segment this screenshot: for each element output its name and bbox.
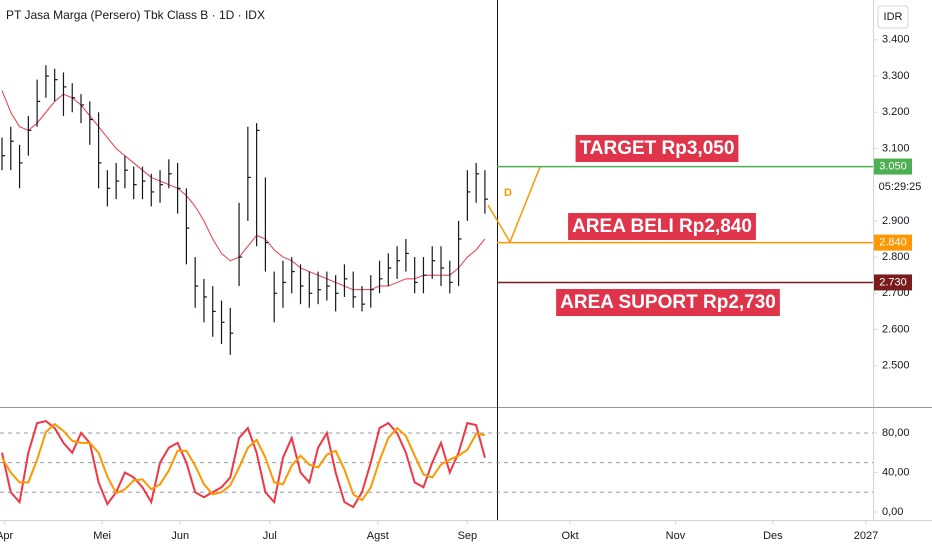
level-annotation: TARGET Rp3,050 bbox=[580, 138, 735, 159]
x-tick-label: Jun bbox=[171, 530, 189, 542]
x-tick-label: Sep bbox=[458, 530, 478, 542]
level-annotation: AREA BELI Rp2,840 bbox=[572, 216, 752, 237]
x-tick-label: Mei bbox=[93, 530, 111, 542]
y-tick-label: 80,00 bbox=[882, 427, 910, 439]
x-tick-label: Agst bbox=[367, 530, 389, 542]
y-tick-label: 2.600 bbox=[882, 323, 910, 335]
y-tick-label: 2.500 bbox=[882, 360, 910, 372]
y-tick-label: 3.300 bbox=[882, 70, 910, 82]
x-tick-label: 2027 bbox=[854, 530, 878, 542]
x-tick-label: Apr bbox=[0, 530, 14, 542]
moving-average bbox=[1, 90, 486, 291]
y-tick-label: 0,00 bbox=[882, 506, 903, 518]
annotation-box bbox=[556, 289, 780, 317]
oscillator-line bbox=[1, 420, 486, 509]
pattern-label: D bbox=[504, 187, 512, 199]
y-tick-label: 3.100 bbox=[882, 142, 910, 154]
annotation-box bbox=[575, 135, 739, 163]
level-annotation: AREA SUPORT Rp2,730 bbox=[560, 292, 776, 313]
y-tick-label: 40,00 bbox=[882, 466, 910, 478]
y-tick-label: 3.200 bbox=[882, 106, 910, 118]
x-tick-label: Des bbox=[763, 530, 783, 542]
y-tick-label: 2.800 bbox=[882, 251, 910, 263]
countdown-box bbox=[874, 178, 926, 195]
chart-title: PT Jasa Marga (Persero) Tbk Class B · 1D… bbox=[6, 8, 265, 22]
x-tick-label: Nov bbox=[666, 530, 686, 542]
level-badge-label: 2.730 bbox=[879, 276, 907, 288]
y-tick-label: 3.400 bbox=[882, 34, 910, 46]
x-tick-label: Okt bbox=[562, 530, 579, 542]
annotation-box bbox=[568, 213, 756, 241]
level-badge bbox=[874, 158, 912, 175]
currency-box bbox=[877, 5, 909, 29]
currency: IDR bbox=[884, 11, 903, 23]
level-badge bbox=[874, 274, 912, 291]
x-tick-label: Jul bbox=[263, 530, 277, 542]
level-badge bbox=[874, 234, 912, 251]
level-badge-label: 3.050 bbox=[879, 160, 907, 172]
oscillator-line bbox=[1, 422, 486, 502]
level-badge-label: 2.840 bbox=[879, 237, 907, 249]
countdown: 05:29:25 bbox=[879, 181, 922, 193]
y-tick-label: 2.900 bbox=[882, 215, 910, 227]
